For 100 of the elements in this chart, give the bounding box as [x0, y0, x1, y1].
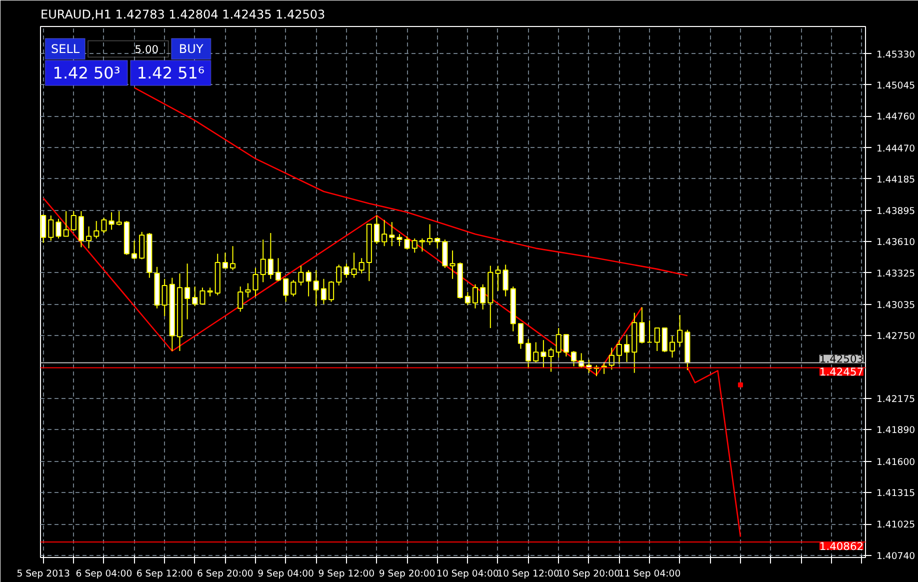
candlestick — [200, 287, 206, 305]
candlestick — [283, 278, 289, 302]
candlestick — [624, 334, 630, 362]
candlestick — [382, 219, 388, 247]
candlestick — [86, 226, 92, 249]
candlestick — [412, 238, 418, 254]
candlestick — [101, 217, 107, 234]
candlestick — [139, 231, 145, 260]
candlestick — [434, 236, 440, 249]
x-tick-label: 6 Sep 04:00 — [76, 568, 132, 580]
candlestick — [502, 264, 508, 297]
candlestick — [94, 220, 100, 239]
candlestick — [670, 335, 676, 358]
x-tick-label: 10 Sep 04:00 — [436, 568, 499, 580]
x-tick-label: 9 Sep 12:00 — [318, 568, 375, 580]
y-tick-label: 1.43610 — [876, 237, 916, 248]
y-tick-label: 1.42175 — [876, 394, 916, 406]
chart-title: EURAUD,H1 1.42783 1.42804 1.42435 1.42503 — [40, 8, 326, 22]
ref-line-label: 1.40862 — [819, 540, 864, 553]
y-tick-label: 1.43895 — [876, 206, 916, 218]
annotation: SELL — [51, 42, 80, 56]
y-tick-label: 1.41025 — [876, 520, 916, 531]
candlestick — [662, 328, 668, 353]
candlestick — [63, 210, 69, 237]
candlestick — [495, 265, 501, 292]
candlestick — [404, 236, 410, 250]
ref-line-label: 1.42457 — [819, 366, 864, 379]
candlestick — [162, 278, 168, 317]
candlestick — [48, 215, 54, 242]
candlestick — [344, 263, 350, 278]
y-tick-label: 1.41890 — [876, 425, 916, 436]
annotation: BUY — [178, 42, 204, 56]
candlestick — [336, 264, 342, 286]
candlestick — [184, 263, 190, 320]
y-tick-label: 1.43325 — [876, 268, 916, 280]
candlestick — [396, 234, 402, 247]
candlestick — [192, 286, 198, 307]
candlestick — [646, 320, 652, 343]
candlestick — [306, 270, 312, 297]
candlestick — [108, 212, 114, 230]
candlestick — [563, 334, 569, 357]
y-tick-label: 1.44760 — [876, 112, 916, 123]
candlestick — [238, 286, 244, 312]
line-series — [134, 87, 688, 276]
candlestick — [533, 342, 539, 364]
y-tick-label: 1.40740 — [876, 550, 916, 562]
annotation: 1.42 50³ — [52, 63, 120, 82]
candlestick — [480, 284, 486, 310]
annotation: 5.00 — [134, 42, 159, 56]
candlestick — [677, 314, 683, 348]
x-tick-label: 6 Sep 20:00 — [197, 568, 254, 580]
candlestick — [230, 246, 236, 271]
candlestick — [328, 280, 334, 302]
y-tick-label: 1.45330 — [876, 49, 916, 60]
y-tick-label: 1.42750 — [876, 331, 916, 342]
candlestick — [526, 338, 532, 369]
candlestick — [252, 267, 258, 297]
candlestick — [450, 250, 456, 280]
candlestick — [616, 340, 622, 365]
candlestick — [639, 306, 645, 344]
x-tick-label: 9 Sep 04:00 — [258, 568, 314, 580]
candlestick — [358, 258, 364, 274]
candlestick — [56, 218, 62, 239]
candlestick — [548, 347, 554, 372]
candlestick — [260, 239, 266, 283]
x-tick-label: 11 Sep 04:00 — [618, 568, 681, 580]
candlestick — [132, 240, 138, 260]
candlestick — [222, 252, 228, 268]
y-tick-label: 1.41600 — [876, 456, 916, 468]
annotation: 1.42 51⁶ — [136, 63, 204, 82]
candlestick — [427, 224, 433, 246]
y-tick-label: 1.43035 — [876, 300, 916, 312]
y-tick-label: 1.45045 — [876, 80, 916, 92]
candlestick — [472, 284, 478, 309]
candlestick — [351, 252, 357, 278]
candlestick — [70, 210, 76, 232]
candlestick — [540, 340, 546, 368]
candlestick — [320, 278, 326, 305]
candlestick — [298, 265, 304, 286]
candlestick — [556, 328, 562, 358]
x-tick-label: 5 Sep 2013 — [16, 568, 70, 580]
candlestick — [654, 328, 660, 352]
x-tick-label: 10 Sep 20:00 — [558, 568, 620, 580]
candlestick — [268, 232, 274, 280]
candlestick — [275, 258, 282, 282]
candlestick — [389, 222, 395, 247]
y-tick-label: 1.44185 — [876, 174, 916, 186]
candlestick — [570, 350, 577, 367]
candlestick — [374, 215, 380, 244]
candlestick — [116, 210, 122, 226]
candlestick — [313, 270, 319, 307]
y-tick-label: 1.44470 — [876, 143, 916, 154]
x-tick-label: 10 Sep 12:00 — [497, 568, 560, 580]
candlestick — [518, 323, 524, 350]
ref-line-label: 1.42503 — [819, 352, 864, 366]
candlestick — [464, 292, 470, 306]
y-tick-label: 1.41315 — [876, 488, 916, 499]
candlestick — [290, 279, 296, 297]
x-tick-label: 6 Sep 12:00 — [136, 568, 193, 580]
candlestick — [245, 282, 251, 298]
